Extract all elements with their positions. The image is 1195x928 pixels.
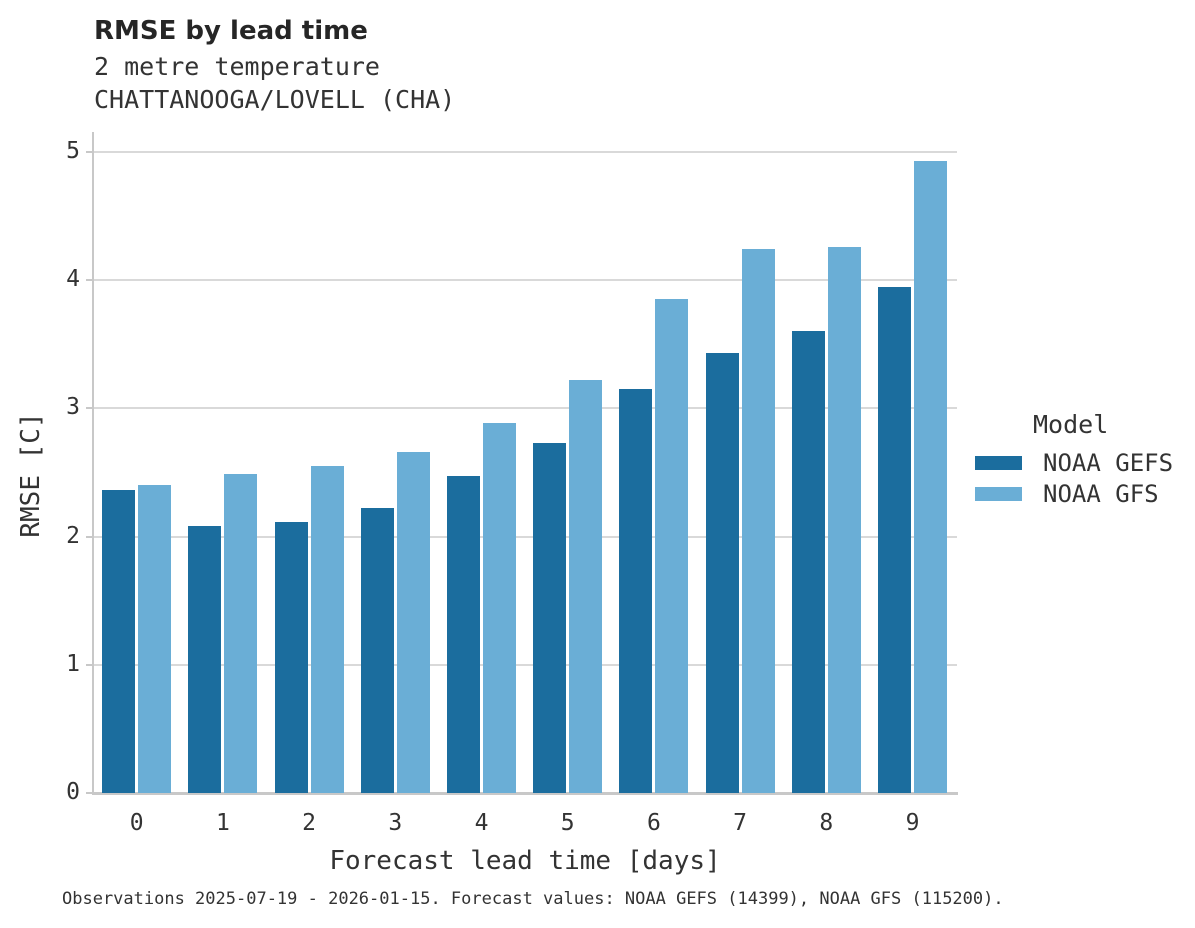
y-axis-title: RMSE [C] bbox=[16, 412, 46, 538]
legend-label-noaa-gfs: NOAA GFS bbox=[1043, 480, 1159, 508]
y-tick-label-0: 0 bbox=[66, 779, 80, 805]
gridline-y-4 bbox=[93, 279, 957, 282]
legend-row-noaa-gefs: NOAA GEFS bbox=[963, 450, 1193, 476]
y-tick-mark-3 bbox=[86, 407, 93, 410]
y-tick-mark-1 bbox=[86, 663, 93, 666]
x-tick-label-7: 7 bbox=[733, 810, 748, 836]
footer-note: Observations 2025-07-19 - 2026-01-15. Fo… bbox=[62, 889, 1004, 909]
bar-noaa-gfs-lead-1 bbox=[224, 473, 258, 793]
chart-title: RMSE by lead time bbox=[94, 16, 368, 46]
legend-swatch-noaa-gfs bbox=[975, 487, 1022, 501]
chart-subtitle-station: CHATTANOOGA/LOVELL (CHA) bbox=[94, 85, 456, 114]
bar-noaa-gefs-lead-6 bbox=[619, 389, 653, 793]
y-axis-line bbox=[92, 132, 94, 793]
x-tick-label-5: 5 bbox=[560, 810, 575, 836]
x-axis-line bbox=[92, 792, 958, 795]
y-tick-mark-4 bbox=[86, 279, 93, 282]
y-tick-mark-0 bbox=[86, 792, 93, 794]
bar-noaa-gfs-lead-5 bbox=[569, 380, 603, 793]
legend-row-noaa-gfs: NOAA GFS bbox=[963, 481, 1193, 507]
bar-noaa-gefs-lead-5 bbox=[533, 443, 567, 793]
legend-label-noaa-gefs: NOAA GEFS bbox=[1043, 449, 1174, 477]
x-tick-label-2: 2 bbox=[302, 810, 317, 836]
bar-noaa-gfs-lead-3 bbox=[396, 451, 430, 793]
bar-noaa-gefs-lead-0 bbox=[102, 490, 136, 793]
bar-noaa-gefs-lead-7 bbox=[705, 353, 739, 793]
y-tick-mark-2 bbox=[86, 535, 93, 538]
bar-noaa-gefs-lead-8 bbox=[791, 331, 825, 793]
y-tick-label-5: 5 bbox=[66, 138, 80, 164]
gridline-y-1 bbox=[93, 663, 957, 666]
y-tick-mark-5 bbox=[86, 151, 93, 153]
bar-noaa-gefs-lead-9 bbox=[878, 286, 911, 793]
x-tick-label-0: 0 bbox=[129, 810, 144, 836]
y-tick-label-4: 4 bbox=[66, 266, 80, 293]
gridline-y-5 bbox=[93, 151, 957, 153]
bar-noaa-gfs-lead-2 bbox=[310, 466, 344, 793]
y-tick-label-2: 2 bbox=[66, 522, 80, 549]
x-tick-label-1: 1 bbox=[215, 810, 230, 836]
x-tick-label-9: 9 bbox=[905, 810, 920, 836]
bar-noaa-gfs-lead-0 bbox=[138, 485, 172, 793]
gridline-y-2 bbox=[93, 535, 957, 538]
chart-subtitle-parameter: 2 metre temperature bbox=[94, 52, 380, 81]
y-tick-label-1: 1 bbox=[66, 650, 80, 677]
bar-noaa-gefs-lead-4 bbox=[447, 476, 480, 793]
bar-noaa-gfs-lead-8 bbox=[827, 246, 861, 793]
x-axis-title: Forecast lead time [days] bbox=[329, 846, 721, 876]
y-tick-label-3: 3 bbox=[66, 394, 80, 421]
bar-noaa-gfs-lead-9 bbox=[914, 160, 947, 793]
x-tick-label-6: 6 bbox=[646, 810, 661, 836]
bar-noaa-gfs-lead-4 bbox=[483, 422, 516, 793]
bar-noaa-gfs-lead-6 bbox=[655, 299, 689, 793]
bar-noaa-gefs-lead-3 bbox=[360, 508, 394, 793]
x-tick-label-3: 3 bbox=[388, 810, 403, 836]
bar-noaa-gfs-lead-7 bbox=[741, 249, 775, 793]
x-tick-label-8: 8 bbox=[819, 810, 834, 836]
legend-title: Model bbox=[1033, 410, 1109, 439]
x-tick-label-4: 4 bbox=[474, 810, 489, 836]
legend-swatch-noaa-gefs bbox=[975, 456, 1022, 470]
bar-noaa-gefs-lead-2 bbox=[274, 522, 308, 793]
gridline-y-3 bbox=[93, 407, 957, 410]
bar-noaa-gefs-lead-1 bbox=[188, 526, 222, 793]
